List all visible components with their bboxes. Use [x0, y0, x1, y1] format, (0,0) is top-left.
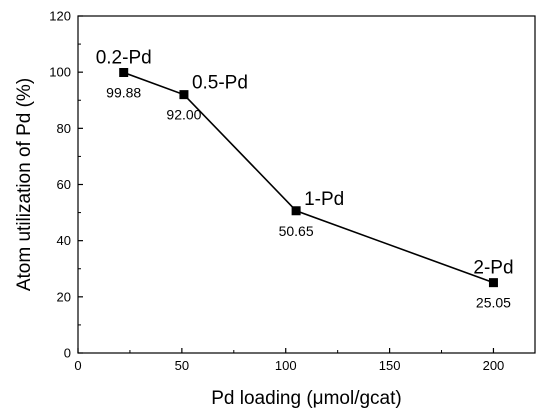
y-axis-ticks: 0 20 40 60 80 100 120	[49, 9, 83, 361]
y-tick-label: 80	[57, 121, 71, 136]
point-value-label: 92.00	[166, 107, 201, 123]
point-name-label: 1-Pd	[304, 189, 344, 210]
y-tick-label: 40	[57, 233, 71, 248]
data-point-marker	[488, 278, 498, 288]
point-value-label: 25.05	[476, 295, 511, 311]
x-tick-label: 100	[275, 358, 297, 373]
data-point-marker	[291, 206, 301, 216]
y-tick-label: 100	[49, 65, 71, 80]
y-tick-label: 0	[64, 346, 71, 361]
series-line	[123, 71, 494, 284]
y-tick-label: 20	[57, 289, 71, 304]
x-axis-title: Pd loading (μmol/gcat)	[211, 388, 401, 409]
y-tick-label: 60	[57, 177, 71, 192]
y-tick-label: 120	[49, 9, 71, 24]
y-axis-title: Atom utilization of Pd (%)	[14, 78, 35, 291]
point-name-label: 2-Pd	[473, 258, 513, 279]
data-point-marker	[179, 90, 189, 100]
x-tick-label: 200	[483, 358, 505, 373]
x-axis-ticks: 0 50 100 150 200	[74, 348, 504, 373]
x-tick-label: 0	[74, 358, 81, 373]
point-name-label: 0.5-Pd	[192, 73, 248, 94]
point-value-label: 50.65	[279, 223, 314, 239]
data-point-marker	[119, 68, 129, 78]
point-value-label: 99.88	[106, 85, 141, 101]
point-name-label: 0.2-Pd	[96, 48, 152, 69]
x-tick-label: 50	[175, 358, 189, 373]
point-labels: 0.2-Pd 99.88 0.5-Pd 92.00 1-Pd 50.65 2-Pd 25.05	[96, 48, 514, 311]
x-tick-label: 150	[379, 358, 401, 373]
data-series	[119, 68, 498, 288]
